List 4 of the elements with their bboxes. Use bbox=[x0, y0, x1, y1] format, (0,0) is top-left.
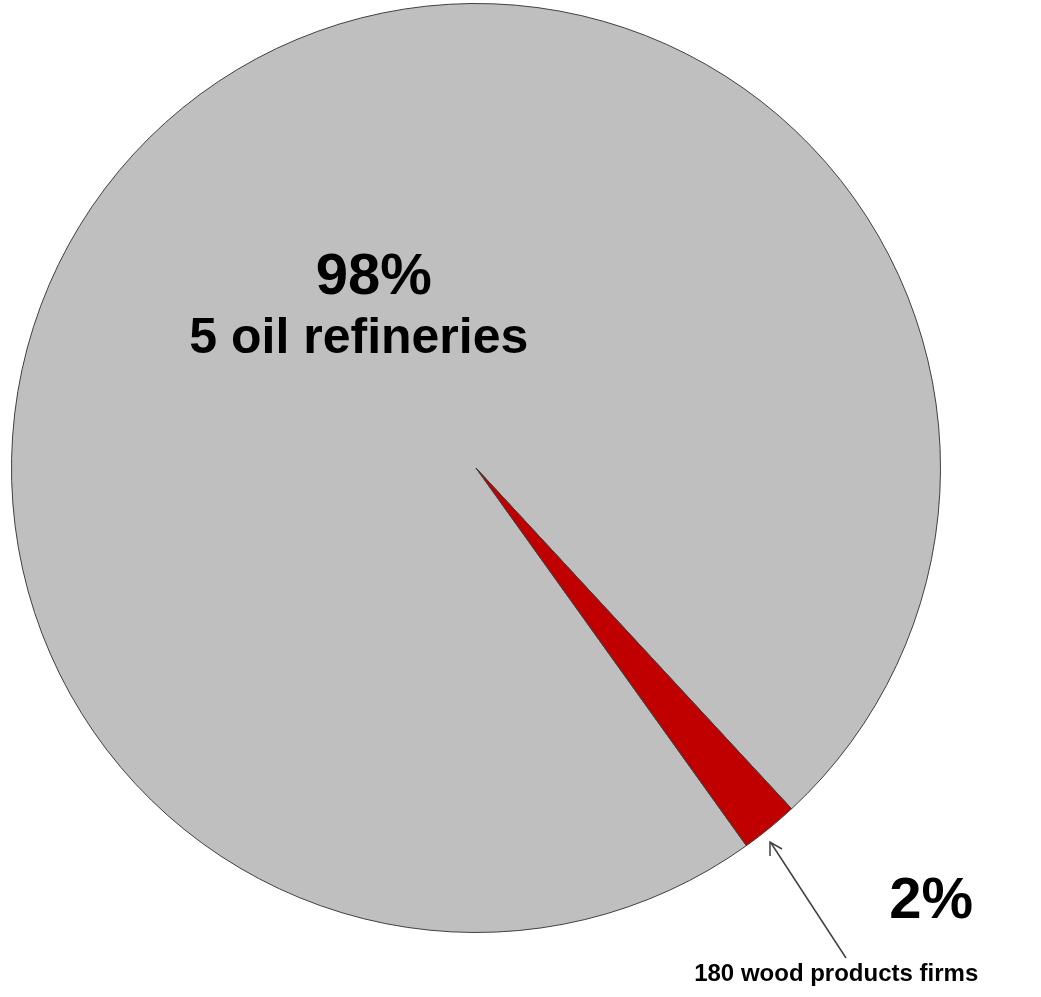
data-label: 2% bbox=[889, 865, 974, 931]
slice-label: 5 oil refineries bbox=[189, 308, 529, 365]
data-label: 98% bbox=[315, 240, 432, 306]
slice-label: 180 wood products firms bbox=[694, 958, 979, 986]
